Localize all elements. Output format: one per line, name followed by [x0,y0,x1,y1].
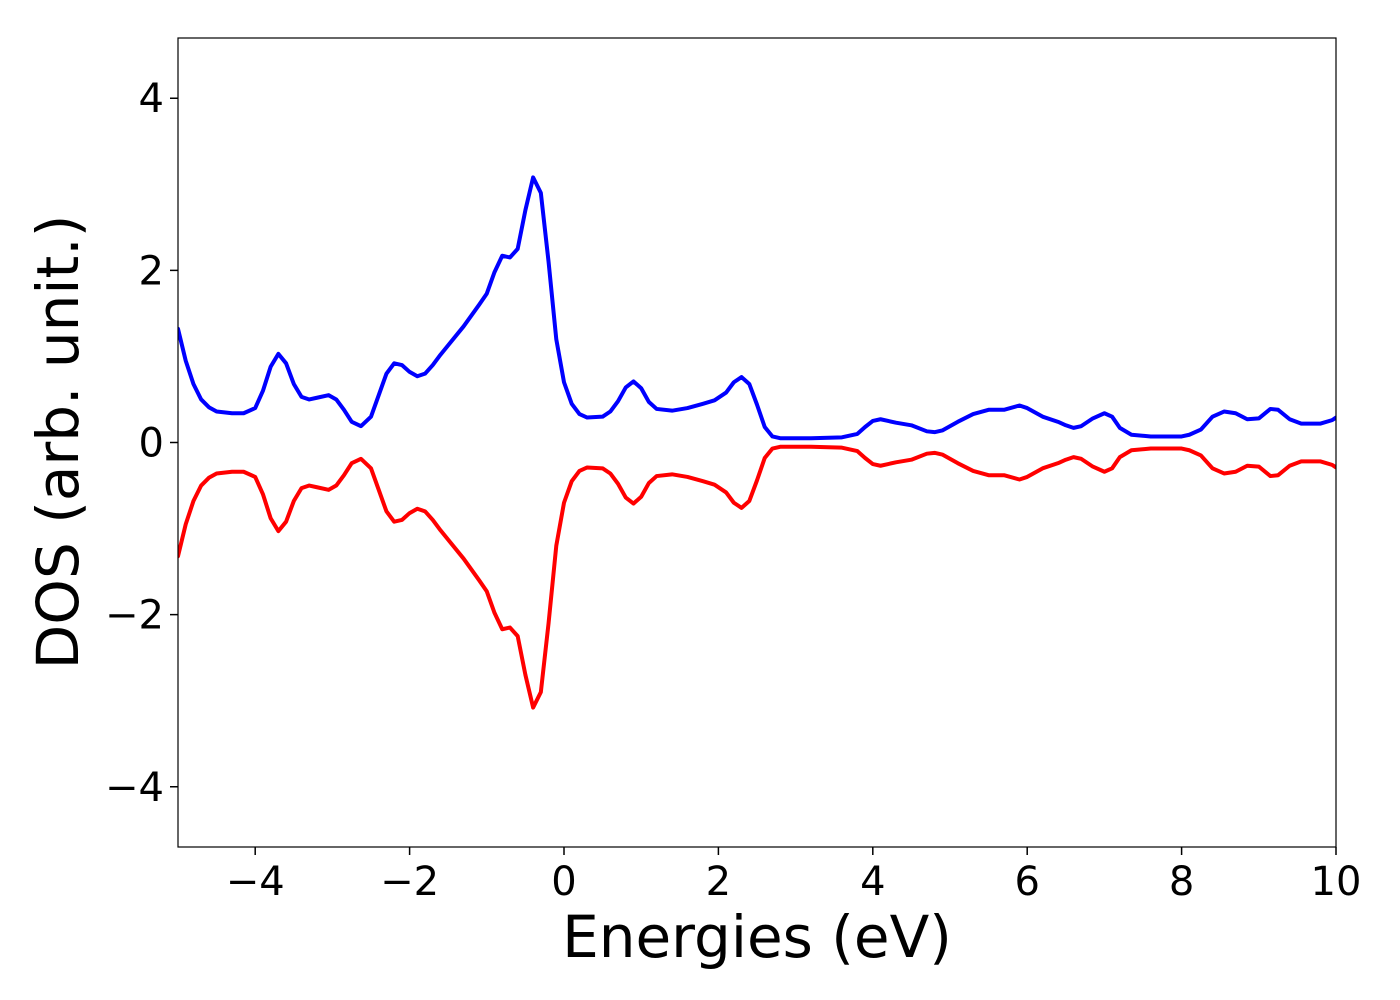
plot-frame [177,37,1337,848]
x-tick-label: 8 [1169,859,1194,905]
x-tick-label: 0 [551,859,576,905]
y-tick-label: −4 [105,765,164,811]
y-tick-label: 2 [139,248,164,294]
x-tick-label: −2 [380,859,439,905]
y-axis-title: DOS (arb. unit.) [24,215,92,670]
y-tick-label: −2 [105,593,164,639]
series-line-1 [178,444,1336,710]
series-layer [178,175,1336,710]
x-axis-title: Energies (eV) [562,903,952,971]
x-tick-label: 10 [1311,859,1362,905]
x-tick-label: 2 [706,859,731,905]
series-line-0 [178,175,1336,441]
y-tick-label: 0 [139,421,164,467]
x-tick-label: −4 [226,859,285,905]
x-tick-label: 6 [1014,859,1039,905]
x-tick-label: 4 [860,859,885,905]
x-axis: −4 −2 0 2 4 6 8 10 [226,847,1362,905]
y-axis: −4 −2 0 2 4 [105,76,178,811]
y-tick-label: 4 [139,76,164,122]
